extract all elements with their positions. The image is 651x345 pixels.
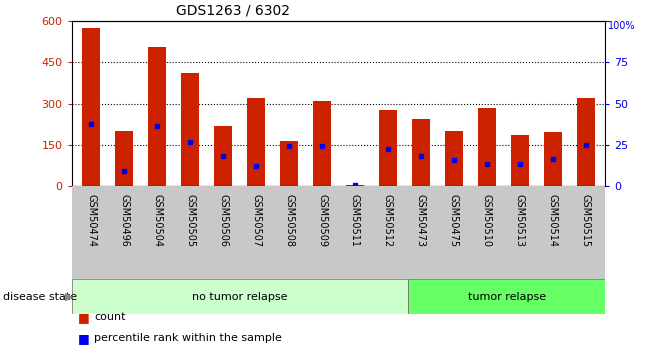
Bar xyxy=(478,108,496,186)
Text: GSM50506: GSM50506 xyxy=(218,194,229,247)
Text: GSM50505: GSM50505 xyxy=(186,194,195,247)
Bar xyxy=(247,98,265,186)
Text: GSM50510: GSM50510 xyxy=(482,194,492,247)
Text: GSM50514: GSM50514 xyxy=(547,194,558,247)
Bar xyxy=(412,119,430,186)
Bar xyxy=(544,132,562,186)
Text: GSM50508: GSM50508 xyxy=(284,194,294,247)
Text: count: count xyxy=(94,313,126,322)
Bar xyxy=(445,131,463,186)
Bar xyxy=(82,28,100,186)
Text: ■: ■ xyxy=(78,332,90,345)
Bar xyxy=(346,185,364,186)
Bar xyxy=(214,126,232,186)
Text: GSM50515: GSM50515 xyxy=(581,194,590,247)
Bar xyxy=(181,73,199,186)
Bar xyxy=(115,131,133,186)
Text: tumor relapse: tumor relapse xyxy=(467,292,546,302)
Text: ▶: ▶ xyxy=(65,292,74,302)
Bar xyxy=(379,110,397,186)
Bar xyxy=(510,135,529,186)
Text: GDS1263 / 6302: GDS1263 / 6302 xyxy=(176,3,290,18)
Text: GSM50513: GSM50513 xyxy=(515,194,525,247)
Bar xyxy=(313,101,331,186)
Text: no tumor relapse: no tumor relapse xyxy=(192,292,287,302)
Text: GSM50509: GSM50509 xyxy=(317,194,327,247)
Bar xyxy=(280,141,298,186)
Text: GSM50512: GSM50512 xyxy=(383,194,393,247)
Bar xyxy=(408,279,612,314)
Text: disease state: disease state xyxy=(3,292,77,302)
Bar xyxy=(577,98,595,186)
Text: GSM50511: GSM50511 xyxy=(350,194,360,247)
Text: GSM50475: GSM50475 xyxy=(449,194,459,247)
Text: GSM50474: GSM50474 xyxy=(87,194,96,247)
Text: percentile rank within the sample: percentile rank within the sample xyxy=(94,333,283,343)
Text: GSM50473: GSM50473 xyxy=(416,194,426,247)
Text: GSM50504: GSM50504 xyxy=(152,194,162,247)
Bar xyxy=(148,47,167,186)
Text: 100%: 100% xyxy=(608,21,636,31)
Text: ■: ■ xyxy=(78,311,90,324)
Text: GSM50507: GSM50507 xyxy=(251,194,261,247)
Bar xyxy=(72,279,408,314)
Text: GSM50496: GSM50496 xyxy=(119,194,130,247)
